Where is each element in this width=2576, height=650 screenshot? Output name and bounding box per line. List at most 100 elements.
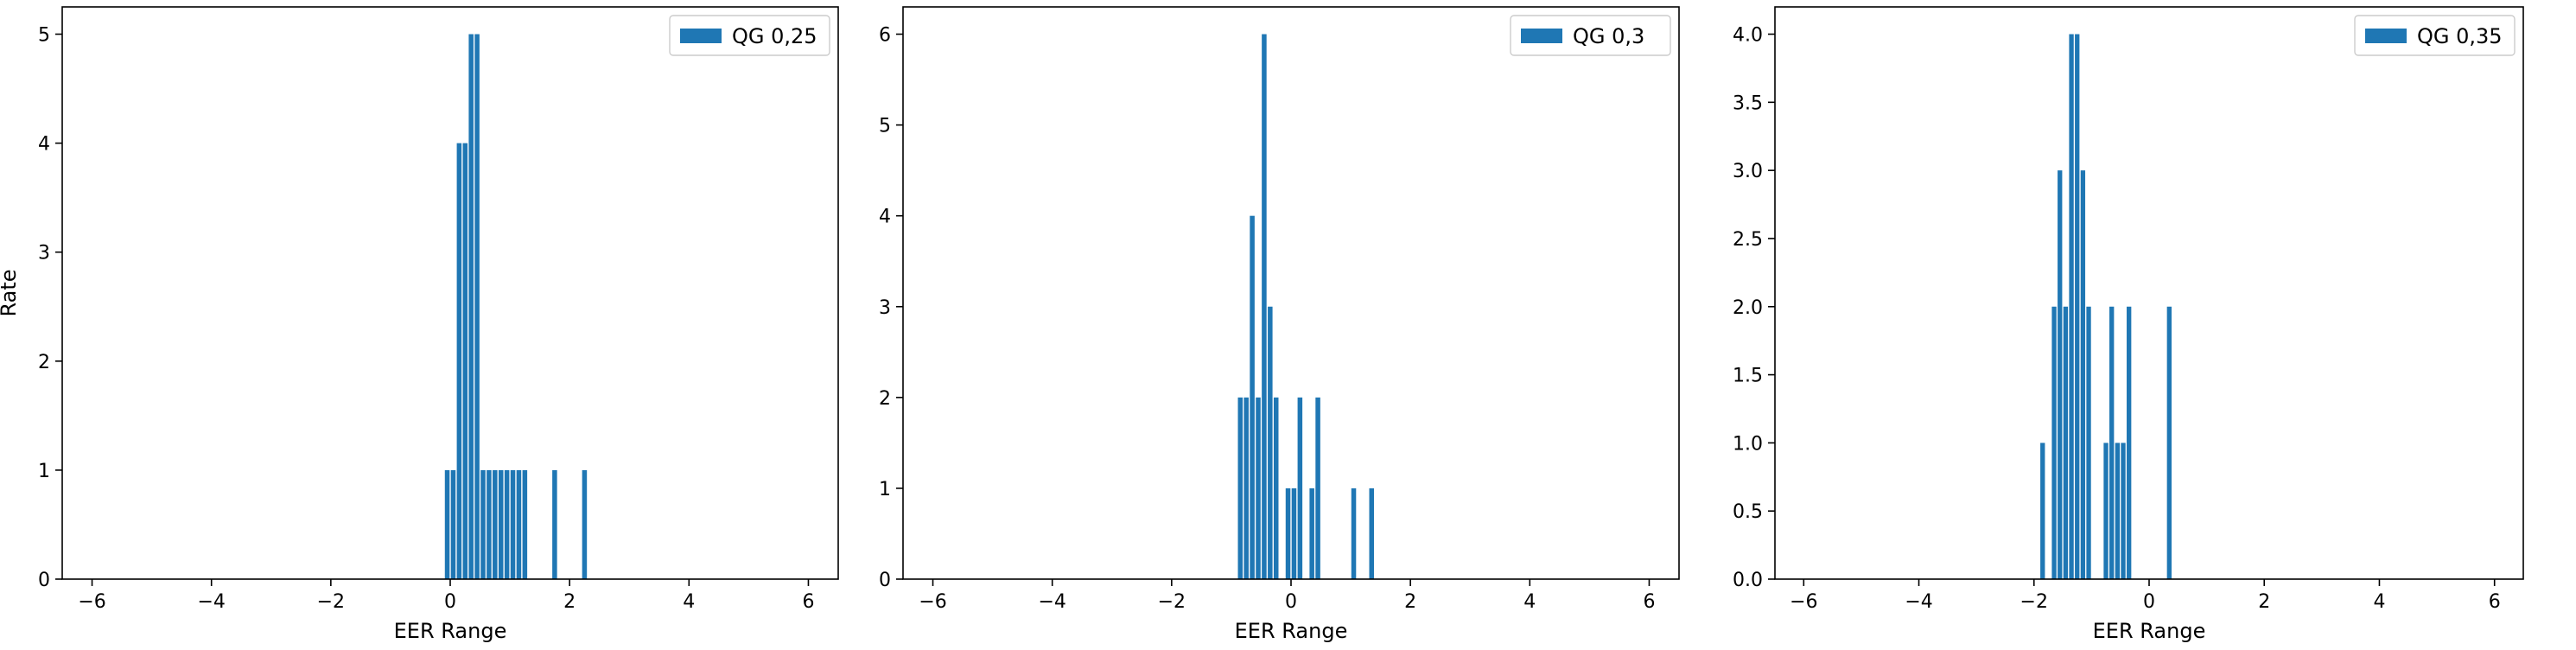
x-tick-label: 4 (1523, 591, 1536, 613)
bar (1369, 488, 1375, 579)
legend: QG 0,25 (669, 15, 830, 56)
bar (2075, 34, 2080, 580)
legend-label: QG 0,25 (732, 24, 817, 48)
y-tick-label: 3 (38, 243, 50, 264)
x-tick-label: 6 (802, 591, 814, 613)
y-tick-label: 1.0 (1733, 433, 1763, 455)
legend: QG 0,35 (2354, 15, 2516, 56)
bar (1291, 488, 1297, 579)
bar (1297, 397, 1303, 579)
bar (498, 469, 504, 579)
legend: QG 0,3 (1510, 15, 1671, 56)
y-tick-label: 2.0 (1733, 297, 1763, 319)
legend-swatch (2365, 29, 2407, 43)
bar (2103, 443, 2109, 579)
axes-frame (902, 6, 1680, 580)
x-tick-label: −6 (1790, 591, 1817, 613)
y-tick-label: 5 (879, 116, 891, 137)
x-tick-label: 2 (563, 591, 576, 613)
bar (2051, 306, 2057, 579)
subplot-2: −6 −4 −2 0 2 4 6 0 1 2 3 4 5 6 EER Range QG 0,3 (879, 6, 1680, 643)
bar (2127, 306, 2132, 579)
x-tick-label: −6 (919, 591, 946, 613)
axes-frame (61, 6, 839, 580)
x-axis-label: EER Range (1235, 619, 1348, 643)
y-tick-label: 3.5 (1733, 92, 1763, 114)
x-tick-label: 0 (2143, 591, 2155, 613)
y-tick-label: 4 (38, 134, 50, 156)
y-tick-label: 0.5 (1733, 501, 1763, 523)
bar (1309, 488, 1314, 579)
axes-frame (1774, 6, 2524, 580)
bar (487, 469, 492, 579)
bar (444, 469, 450, 579)
y-axis-label: Rate (0, 269, 21, 316)
bar (1237, 397, 1243, 579)
bar (480, 469, 486, 579)
bar (2115, 443, 2121, 579)
bar (1243, 397, 1249, 579)
bar (2080, 170, 2086, 579)
bar (468, 34, 474, 580)
bar (2121, 443, 2126, 579)
y-tick-label: 1 (879, 479, 891, 500)
y-tick-label: 4.0 (1733, 25, 1763, 47)
bar (1256, 397, 1261, 579)
legend-swatch (680, 29, 722, 43)
x-axis-label: EER Range (2093, 619, 2206, 643)
subplot-1: −6 −4 −2 0 2 4 6 0 1 2 3 4 5 EER Range Rate QG 0,25 (0, 6, 839, 643)
x-tick-label: −4 (1038, 591, 1065, 613)
y-tick-label: 1.5 (1733, 366, 1763, 387)
bar (456, 143, 462, 579)
bar (2166, 306, 2172, 579)
y-tick-label: 5 (38, 25, 50, 47)
x-tick-label: 0 (1285, 591, 1297, 613)
y-tick-label: 2 (879, 388, 891, 410)
bar (2086, 306, 2091, 579)
y-tick-label: 0 (38, 570, 50, 591)
x-tick-label: 2 (2258, 591, 2270, 613)
x-tick-label: −4 (1905, 591, 1932, 613)
bar (1273, 397, 1279, 579)
bar (2058, 170, 2063, 579)
x-tick-label: −6 (78, 591, 105, 613)
y-tick-label: 3.0 (1733, 161, 1763, 182)
legend-swatch (1521, 29, 1562, 43)
legend-label: QG 0,35 (2417, 24, 2503, 48)
y-tick-label: 0 (879, 570, 891, 591)
bar (462, 143, 468, 579)
x-tick-label: −4 (197, 591, 225, 613)
legend-box (669, 15, 830, 56)
x-tick-label: 6 (2489, 591, 2501, 613)
bar (552, 469, 557, 579)
bar (474, 34, 480, 580)
legend-box (1510, 15, 1671, 56)
bar (522, 469, 528, 579)
x-tick-label: −2 (1158, 591, 1186, 613)
x-tick-label: 4 (2373, 591, 2385, 613)
y-tick-label: 4 (879, 207, 891, 228)
bar (1285, 488, 1291, 579)
bar (1250, 215, 1255, 579)
legend-label: QG 0,3 (1573, 24, 1644, 48)
x-tick-label: −2 (317, 591, 345, 613)
bar (2069, 34, 2074, 580)
bar (504, 469, 510, 579)
bar (493, 469, 498, 579)
bar (450, 469, 456, 579)
x-tick-label: 0 (444, 591, 456, 613)
bar (2109, 306, 2115, 579)
y-tick-label: 0.0 (1733, 570, 1763, 591)
bar (2040, 443, 2045, 579)
x-tick-label: 6 (1643, 591, 1655, 613)
bar (1315, 397, 1320, 579)
y-tick-label: 3 (879, 297, 891, 319)
x-tick-label: 2 (1404, 591, 1416, 613)
y-tick-label: 2.5 (1733, 229, 1763, 251)
bar (510, 469, 516, 579)
y-tick-label: 2 (38, 352, 50, 373)
bar (1262, 34, 1267, 580)
subplot-3: −6 −4 −2 0 2 4 6 0.0 0.5 1.0 1.5 2.0 2.5 3.0 3.5 4.0 EER… (1733, 6, 2524, 643)
bar (516, 469, 522, 579)
